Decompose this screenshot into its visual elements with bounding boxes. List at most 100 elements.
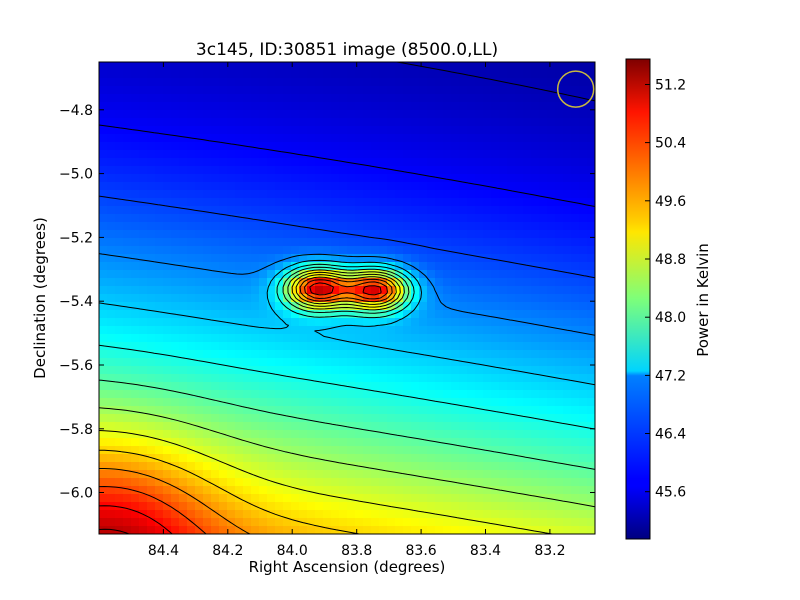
heatmap-cell — [347, 390, 356, 399]
heatmap-cell — [155, 342, 164, 351]
heatmap-cell — [203, 406, 212, 415]
heatmap-cell — [275, 254, 284, 263]
heatmap-cell — [243, 294, 252, 303]
heatmap-cell — [307, 70, 316, 79]
heatmap-cell — [419, 206, 428, 215]
heatmap-cell — [523, 486, 532, 495]
heatmap-cell — [539, 62, 548, 71]
heatmap-cell — [299, 206, 308, 215]
heatmap-cell — [475, 158, 484, 167]
heatmap-cell — [563, 294, 572, 303]
heatmap-cell — [115, 166, 124, 175]
heatmap-cell — [131, 278, 140, 287]
heatmap-cell — [123, 390, 132, 399]
heatmap-cell — [171, 86, 180, 95]
heatmap-cell — [299, 310, 308, 319]
heatmap-cell — [443, 286, 452, 295]
heatmap-cell — [483, 246, 492, 255]
heatmap-cell — [115, 86, 124, 95]
heatmap-cell — [123, 422, 132, 431]
heatmap-cell — [171, 262, 180, 271]
heatmap-cell — [299, 526, 308, 534]
heatmap-cell — [195, 166, 204, 175]
heatmap-cell — [579, 462, 588, 471]
heatmap-cell — [347, 366, 356, 375]
heatmap-cell — [523, 470, 532, 479]
heatmap-cell — [171, 70, 180, 79]
heatmap-cell — [131, 526, 140, 534]
heatmap-cell — [171, 62, 180, 71]
heatmap-cell — [547, 174, 556, 183]
heatmap-cell — [547, 166, 556, 175]
heatmap-cell — [315, 406, 324, 415]
heatmap-cell — [171, 470, 180, 479]
heatmap-cell — [419, 462, 428, 471]
heatmap-cell — [475, 246, 484, 255]
heatmap-cell — [315, 470, 324, 479]
heatmap-cell — [499, 86, 508, 95]
heatmap-cell — [507, 278, 516, 287]
heatmap-cell — [339, 70, 348, 79]
heatmap-cell — [499, 470, 508, 479]
heatmap-cell — [547, 518, 556, 527]
heatmap-cell — [171, 78, 180, 87]
heatmap-cell — [275, 270, 284, 279]
heatmap-cell — [451, 390, 460, 399]
heatmap-cell — [139, 278, 148, 287]
heatmap-cell — [467, 526, 476, 534]
heatmap-cell — [387, 214, 396, 223]
heatmap-cell — [291, 86, 300, 95]
heatmap-cell — [315, 230, 324, 239]
heatmap-cell — [371, 494, 380, 503]
heatmap-cell — [411, 206, 420, 215]
heatmap-cell — [355, 526, 364, 534]
heatmap-cell — [379, 262, 388, 271]
heatmap-cell — [435, 478, 444, 487]
heatmap-cell — [347, 350, 356, 359]
contour-line — [99, 276, 393, 534]
heatmap-cell — [259, 318, 268, 327]
heatmap-cell — [235, 142, 244, 151]
heatmap-cell — [347, 110, 356, 119]
heatmap-cell — [107, 398, 116, 407]
heatmap-cell — [515, 342, 524, 351]
y-tick-label: −5.2 — [59, 230, 93, 246]
heatmap-cell — [403, 102, 412, 111]
heatmap-cell — [483, 166, 492, 175]
heatmap-cell — [315, 310, 324, 319]
heatmap-cell — [171, 118, 180, 127]
heatmap-cell — [307, 494, 316, 503]
heatmap-cell — [475, 454, 484, 463]
heatmap-cell — [347, 318, 356, 327]
heatmap-cell — [299, 294, 308, 303]
heatmap-cell — [107, 342, 116, 351]
heatmap-cell — [307, 302, 316, 311]
heatmap-cell — [107, 326, 116, 335]
heatmap-cell — [195, 222, 204, 231]
heatmap-cell — [531, 142, 540, 151]
heatmap-cell — [235, 526, 244, 534]
heatmap-cell — [203, 446, 212, 455]
heatmap-cell — [403, 454, 412, 463]
heatmap-cell — [507, 494, 516, 503]
heatmap-cell — [443, 118, 452, 127]
heatmap-cell — [251, 182, 260, 191]
heatmap-cell — [579, 166, 588, 175]
heatmap-cell — [347, 422, 356, 431]
heatmap-cell — [163, 198, 172, 207]
heatmap-cell — [251, 246, 260, 255]
heatmap-cell — [427, 142, 436, 151]
heatmap-cell — [147, 86, 156, 95]
heatmap-cell — [491, 286, 500, 295]
heatmap-cell — [115, 334, 124, 343]
heatmap-cell — [155, 406, 164, 415]
heatmap-cell — [531, 246, 540, 255]
heatmap-cell — [371, 86, 380, 95]
heatmap-cell — [555, 126, 564, 135]
heatmap-cell — [555, 206, 564, 215]
heatmap-cell — [307, 414, 316, 423]
heatmap-cell — [219, 294, 228, 303]
heatmap-cell — [419, 246, 428, 255]
heatmap-cell — [99, 118, 108, 127]
heatmap-cell — [459, 462, 468, 471]
